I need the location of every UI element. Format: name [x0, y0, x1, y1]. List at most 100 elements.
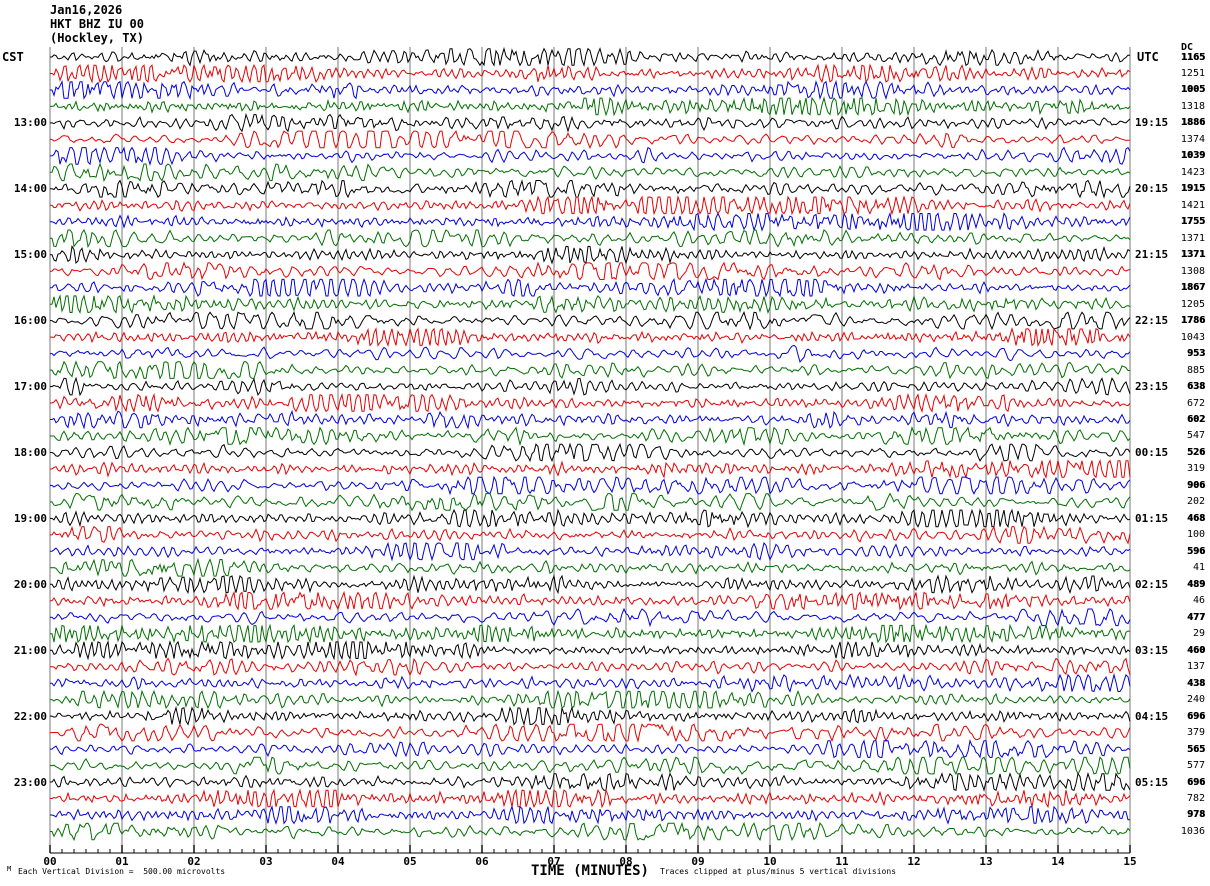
dc-column-header: DC [1181, 42, 1194, 53]
trace-row [50, 804, 1130, 825]
utc-column-header: UTC [1137, 50, 1159, 64]
utc-hour-label: 02:15 [1135, 577, 1169, 591]
utc-hour-label: 21:15 [1135, 248, 1169, 262]
trace-row [50, 657, 1131, 677]
trace-row [50, 228, 1131, 249]
dc-offset-value: 1421 [1180, 199, 1205, 211]
trace-row [50, 277, 1131, 298]
x-tick-label: 15 [1123, 855, 1137, 868]
dc-offset-value: 29 [1192, 628, 1205, 640]
clipping-note: Traces clipped at plus/minus 5 vertical … [660, 867, 897, 876]
dc-offset-value: 1165 [1180, 51, 1205, 63]
x-tick-label: 12 [907, 855, 921, 868]
trace-row [50, 293, 1131, 315]
dc-offset-value: 1423 [1180, 166, 1205, 178]
trace-row [50, 326, 1131, 348]
seismic-traces [50, 46, 1131, 842]
dc-offset-value: 638 [1186, 381, 1205, 393]
trace-row [50, 574, 1131, 595]
dc-offset-value: 460 [1186, 644, 1205, 656]
x-tick-label: 07 [547, 855, 561, 868]
utc-hour-label: 22:15 [1135, 314, 1169, 328]
trace-row [50, 442, 1131, 463]
x-tick-label: 04 [331, 855, 345, 868]
trace-row [50, 129, 1130, 150]
time-axis [49, 845, 1131, 854]
x-tick-label: 11 [835, 855, 849, 868]
trace-row [50, 195, 1131, 216]
x-tick-label: 06 [475, 855, 489, 868]
dc-offset-value: 100 [1186, 529, 1205, 541]
trace-row [50, 458, 1131, 479]
dc-offset-value: 468 [1186, 512, 1205, 524]
trace-row [50, 146, 1131, 166]
dc-offset-value: 596 [1186, 545, 1205, 557]
dc-offset-value: 1205 [1180, 298, 1205, 310]
dc-offset-value: 240 [1186, 694, 1205, 706]
trace-row [50, 508, 1131, 529]
dc-offset-value: 1371 [1180, 232, 1205, 244]
utc-hour-label: 01:15 [1135, 511, 1169, 525]
x-tick-label: 03 [259, 855, 273, 868]
trace-row [50, 162, 1131, 183]
plot-date: Jan16,2026 [50, 3, 123, 17]
trace-row [50, 63, 1131, 84]
trace-row [50, 112, 1131, 133]
trace-row [50, 179, 1131, 199]
dc-offset-value: 978 [1186, 809, 1205, 821]
x-tick-label: 01 [115, 855, 129, 868]
dc-offset-value: 1786 [1180, 315, 1205, 327]
dc-offset-value: 1039 [1180, 150, 1205, 162]
trace-row [50, 310, 1131, 331]
dc-offset-value: 1043 [1180, 331, 1205, 343]
dc-offset-value: 1867 [1180, 282, 1205, 294]
trace-row [50, 96, 1131, 117]
dc-offset-value: 577 [1186, 760, 1205, 772]
x-tick-label: 00 [43, 855, 57, 868]
dc-offset-value: 1251 [1180, 67, 1205, 79]
cst-hour-label: 18:00 [13, 445, 47, 459]
dc-offset-value: 953 [1186, 348, 1205, 360]
utc-hour-label: 03:15 [1135, 643, 1169, 657]
utc-hour-label: 19:15 [1135, 116, 1169, 130]
trace-row [50, 607, 1131, 628]
x-tick-label: 08 [619, 855, 633, 868]
trace-row [50, 376, 1131, 397]
cst-hour-label: 15:00 [13, 248, 47, 262]
minute-gridlines [49, 47, 1131, 853]
trace-row [50, 640, 1131, 661]
cst-hour-label: 20:00 [13, 577, 47, 591]
trace-row [50, 392, 1131, 414]
trace-row [50, 705, 1131, 727]
x-tick-label: 14 [1051, 855, 1065, 868]
cst-hour-label: 14:00 [13, 182, 47, 196]
trace-row [50, 689, 1131, 710]
trace-row [50, 590, 1131, 611]
dc-offset-value: 1371 [1180, 249, 1205, 261]
utc-hour-label: 23:15 [1135, 380, 1169, 394]
trace-row [50, 541, 1131, 562]
station-code: HKT BHZ IU 00 [50, 17, 144, 31]
trace-row [50, 360, 1130, 380]
trace-row [50, 426, 1131, 447]
x-tick-label: 13 [979, 855, 993, 868]
trace-row [50, 261, 1131, 281]
dc-offset-value: 477 [1186, 611, 1205, 623]
trace-row [50, 623, 1131, 644]
dc-offset-value: 46 [1192, 595, 1205, 607]
x-tick-label: 05 [403, 855, 417, 868]
dc-offset-value: 1005 [1180, 84, 1205, 96]
dc-offset-value: 1308 [1180, 265, 1205, 277]
cst-hour-label: 23:00 [13, 775, 47, 789]
dc-offset-value: 202 [1186, 496, 1205, 508]
trace-row [50, 739, 1131, 759]
trace-row [50, 492, 1131, 512]
dc-offset-value: 1886 [1180, 117, 1205, 129]
dc-offset-value: 547 [1186, 430, 1205, 442]
cst-hour-label: 22:00 [13, 709, 47, 723]
x-tick-label: 10 [763, 855, 777, 868]
trace-row [50, 756, 1131, 776]
trace-row [50, 344, 1131, 363]
dc-offset-value: 906 [1186, 479, 1205, 491]
